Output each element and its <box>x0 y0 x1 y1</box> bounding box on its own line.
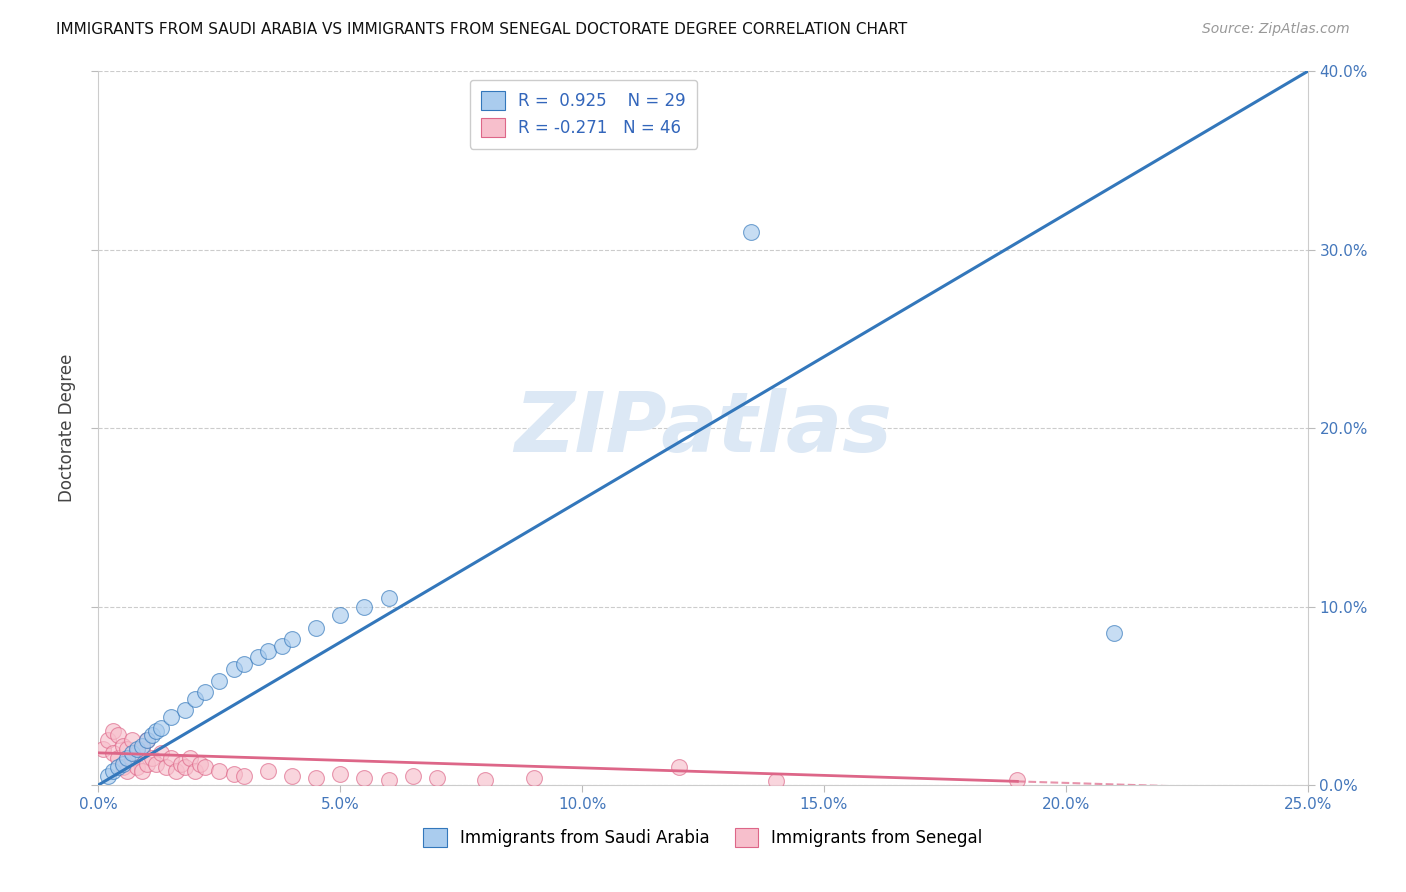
Point <box>117 764 139 778</box>
Point <box>135 756 157 771</box>
Point <box>111 756 134 771</box>
Point <box>97 733 120 747</box>
Point <box>184 692 207 706</box>
Point <box>121 746 143 760</box>
Point <box>222 767 245 781</box>
Point <box>377 591 399 605</box>
Point <box>131 739 153 753</box>
Point <box>135 733 157 747</box>
Point <box>131 764 153 778</box>
Point <box>101 746 124 760</box>
Point <box>402 769 425 783</box>
Point <box>329 608 352 623</box>
Point <box>377 772 399 787</box>
Point <box>1102 626 1125 640</box>
Point <box>160 751 183 765</box>
Point <box>232 657 254 671</box>
Point <box>131 742 153 756</box>
Point <box>117 751 139 765</box>
Point <box>174 703 197 717</box>
Point <box>127 746 149 760</box>
Point <box>426 771 449 785</box>
Y-axis label: Doctorate Degree: Doctorate Degree <box>58 354 76 502</box>
Point <box>256 764 278 778</box>
Point <box>179 751 201 765</box>
Point <box>101 764 124 778</box>
Point <box>141 751 163 765</box>
Point <box>145 724 167 739</box>
Legend: Immigrants from Saudi Arabia, Immigrants from Senegal: Immigrants from Saudi Arabia, Immigrants… <box>412 817 994 859</box>
Point <box>165 764 187 778</box>
Point <box>160 710 183 724</box>
Point <box>141 728 163 742</box>
Point <box>111 739 134 753</box>
Point <box>1007 772 1029 787</box>
Point <box>155 760 177 774</box>
Point <box>194 760 217 774</box>
Point <box>208 674 231 689</box>
Point <box>353 771 375 785</box>
Point <box>281 769 304 783</box>
Point <box>127 760 149 774</box>
Point <box>281 632 304 646</box>
Text: IMMIGRANTS FROM SAUDI ARABIA VS IMMIGRANTS FROM SENEGAL DOCTORATE DEGREE CORRELA: IMMIGRANTS FROM SAUDI ARABIA VS IMMIGRAN… <box>56 22 907 37</box>
Point <box>353 599 375 614</box>
Point <box>305 621 328 635</box>
Point <box>184 764 207 778</box>
Point <box>169 756 191 771</box>
Point <box>107 751 129 765</box>
Point <box>232 769 254 783</box>
Point <box>107 728 129 742</box>
Point <box>256 644 278 658</box>
Point <box>135 733 157 747</box>
Point <box>91 742 114 756</box>
Point <box>188 756 211 771</box>
Point <box>222 662 245 676</box>
Point <box>117 742 139 756</box>
Point <box>740 225 762 239</box>
Text: ZIPatlas: ZIPatlas <box>515 388 891 468</box>
Point <box>765 774 787 789</box>
Point <box>668 760 690 774</box>
Point <box>474 772 496 787</box>
Text: Source: ZipAtlas.com: Source: ZipAtlas.com <box>1202 22 1350 37</box>
Point <box>329 767 352 781</box>
Point <box>247 649 270 664</box>
Point <box>523 771 546 785</box>
Point <box>127 742 149 756</box>
Point <box>145 756 167 771</box>
Point <box>305 771 328 785</box>
Point <box>111 760 134 774</box>
Point <box>150 721 173 735</box>
Point <box>101 724 124 739</box>
Point <box>194 685 217 699</box>
Point <box>97 769 120 783</box>
Point <box>174 760 197 774</box>
Point <box>121 751 143 765</box>
Point <box>150 746 173 760</box>
Point <box>121 733 143 747</box>
Point <box>107 760 129 774</box>
Point <box>271 639 294 653</box>
Point <box>208 764 231 778</box>
